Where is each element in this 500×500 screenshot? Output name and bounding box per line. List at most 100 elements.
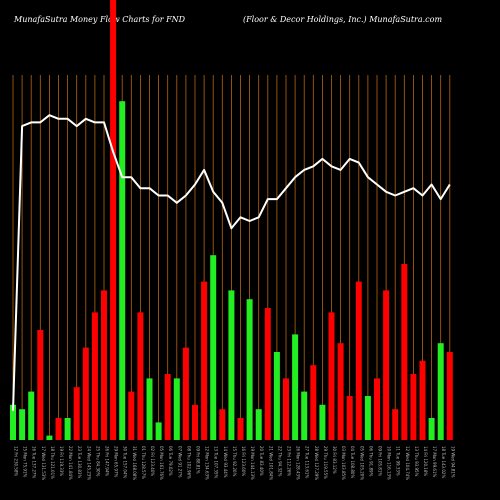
flow-bar xyxy=(64,418,71,440)
x-tick-label: 17 Wed 131.53% xyxy=(41,446,46,480)
flow-bar xyxy=(46,435,53,440)
x-tick-label: 14 Fri 120.18% xyxy=(423,446,428,476)
x-tick-label: 14 Wed 93.44% xyxy=(223,446,228,478)
x-tick-label: 30 Fri 83.12% xyxy=(332,446,337,474)
x-tick-label: 22 Thu 94.32% xyxy=(277,446,282,477)
flow-bar xyxy=(246,299,253,440)
flow-bar xyxy=(283,378,289,440)
x-axis-labels: 12 Fri 230.58% 15 Mon 75.91% 16 Tue 137.27… xyxy=(14,446,456,480)
flow-bar xyxy=(255,409,262,440)
flow-bar xyxy=(264,308,271,440)
x-tick-label: 21 Wed 101.84% xyxy=(268,446,273,480)
x-tick-label: 13 Thu 93.95% xyxy=(414,446,419,477)
x-tick-label: 09 Fri 105.81% xyxy=(378,446,383,476)
x-tick-label: 20 Tue 83.40% xyxy=(259,446,264,476)
x-tick-label: 19 Wed 94.81% xyxy=(450,446,455,478)
x-tick-label: 22 Mon 141.84% xyxy=(68,446,73,480)
flow-bar xyxy=(10,404,16,440)
x-tick-label: 18 Thu 121.01% xyxy=(50,446,55,479)
price-line-path xyxy=(12,114,451,411)
x-tick-label: 19 Fri 119.33% xyxy=(59,446,64,476)
x-tick-label: 31 Wed 168.08% xyxy=(132,446,137,480)
flow-bar xyxy=(91,312,98,440)
x-tick-label: 16 Tue 137.27% xyxy=(32,446,37,478)
flow-bar xyxy=(37,330,44,440)
x-tick-label: 10 Mon 116.13% xyxy=(387,446,392,480)
x-tick-label: 23 Tue 130.83% xyxy=(77,446,82,478)
x-tick-label: 17 Mon 99.61% xyxy=(432,446,437,478)
flow-bar xyxy=(173,378,180,440)
flow-bar xyxy=(401,264,408,440)
flow-bar xyxy=(219,409,226,440)
flow-bar xyxy=(301,391,308,440)
x-tick-label: 13 Tue 107.35% xyxy=(214,446,219,478)
flow-bar xyxy=(101,290,107,440)
x-tick-label: 16 Fri 123.60% xyxy=(241,446,246,476)
x-tick-label: 07 Wed 91.27% xyxy=(177,446,182,478)
flow-bar xyxy=(182,347,189,440)
flow-bar xyxy=(82,347,89,440)
x-tick-label: 08 Thu 102.96% xyxy=(186,446,191,479)
flow-bar xyxy=(428,418,435,440)
x-tick-label: 15 Thu 92.26% xyxy=(232,446,237,477)
x-tick-label: 27 Tue 113.61% xyxy=(305,446,310,478)
x-tick-label: 05 Wed 105.20% xyxy=(359,446,364,480)
flow-bar xyxy=(437,343,444,440)
flow-bar xyxy=(73,387,80,440)
flow-bar xyxy=(292,334,299,440)
flow-bar xyxy=(192,404,198,440)
x-tick-label: 25 Thu 84.30% xyxy=(95,446,100,477)
x-tick-label: 29 Thu 119.55% xyxy=(323,446,328,479)
flow-bar xyxy=(119,101,126,440)
flow-bar xyxy=(110,0,117,440)
x-tick-label: 02 Fri 123.40% xyxy=(150,446,155,476)
x-tick-label: 09 Fri 88.81% xyxy=(196,446,201,474)
x-tick-label: 15 Mon 75.91% xyxy=(23,446,28,478)
x-tick-label: 06 Tue 79.02% xyxy=(168,446,173,476)
x-tick-label: 05 Mon 161.76% xyxy=(159,446,164,480)
flow-bar xyxy=(55,418,62,440)
flow-bar xyxy=(228,290,235,440)
flow-bar xyxy=(310,365,317,440)
x-tick-label: 24 Wed 145.23% xyxy=(86,446,91,480)
flow-bar xyxy=(28,391,35,440)
x-tick-label: 19 Mon 144.13% xyxy=(250,446,255,480)
x-tick-label: 06 Thu 91.89% xyxy=(368,446,373,477)
flow-bar xyxy=(383,290,390,440)
flow-bar xyxy=(19,409,26,440)
flow-bar xyxy=(364,396,371,440)
x-tick-label: 30 Tue 157.04% xyxy=(123,446,128,478)
x-tick-label: 12 Mon 134.63% xyxy=(205,446,210,480)
flow-bar xyxy=(146,378,153,440)
x-tick-label: 23 Fri 112.26% xyxy=(287,446,292,476)
flow-bar xyxy=(346,396,353,440)
x-tick-label: 03 Mon 103.85% xyxy=(341,446,346,480)
flow-bar xyxy=(201,281,208,440)
flow-bar xyxy=(410,374,417,440)
flow-bar xyxy=(328,312,335,440)
flow-bar xyxy=(237,418,244,440)
x-tick-label: 11 Tue 99.33% xyxy=(396,446,401,476)
flow-bar xyxy=(355,281,362,440)
flow-bar xyxy=(155,422,162,440)
flow-bar xyxy=(419,360,426,440)
flow-bar xyxy=(128,391,135,440)
flow-bar xyxy=(210,255,217,440)
x-tick-label: 28 Wed 127.29% xyxy=(314,446,319,480)
x-tick-label: 26 Fri 147.94% xyxy=(105,446,110,476)
x-tick-label: 26 Mon 128.43% xyxy=(296,446,301,480)
chart-subtitle: (Floor & Decor Holdings, Inc.) MunafaSut… xyxy=(243,15,442,24)
x-tick-label: 18 Tue 143.02% xyxy=(441,446,446,478)
flow-bar xyxy=(137,312,144,440)
x-tick-label: 04 Tue 108.80% xyxy=(350,446,355,478)
x-tick-label: 12 Wed 104.74% xyxy=(405,446,410,480)
flow-bar xyxy=(374,378,380,440)
flow-bar xyxy=(446,352,453,440)
flow-bar xyxy=(273,352,280,440)
x-tick-label: 29 Mon 65.97% xyxy=(114,446,119,478)
price-line xyxy=(12,114,451,411)
flow-bar xyxy=(392,409,399,440)
flow-bar xyxy=(319,404,326,440)
flow-bar xyxy=(337,343,344,440)
